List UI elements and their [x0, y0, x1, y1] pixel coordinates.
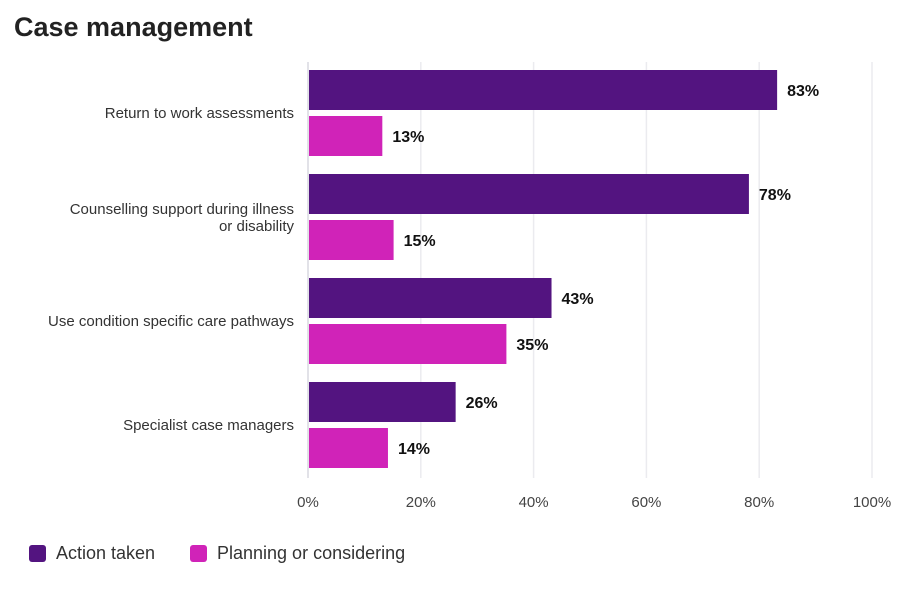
category-label: Specialist case managers: [123, 417, 294, 434]
x-tick-label: 60%: [631, 494, 661, 511]
legend-label: Action taken: [56, 543, 156, 563]
category-label: Return to work assessments: [105, 105, 294, 122]
legend-label: Planning or considering: [217, 543, 406, 563]
bar-planning: [309, 324, 507, 364]
bar-action-taken: [309, 278, 552, 318]
legend-swatch-planning: [190, 545, 207, 562]
x-tick-label: 20%: [406, 494, 436, 511]
category-label: Counselling support during illness or dis…: [70, 201, 295, 235]
x-tick-label: 100%: [853, 494, 891, 511]
x-tick-label: 0%: [297, 494, 319, 511]
data-label: 83%: [787, 83, 819, 100]
data-label: 78%: [759, 187, 791, 204]
chart-title: Case management: [14, 12, 253, 42]
legend-item-action-taken: Action taken: [29, 543, 155, 564]
bar-planning: [309, 428, 388, 468]
data-label: 15%: [404, 233, 436, 250]
data-label: 13%: [392, 129, 424, 146]
bar-action-taken: [309, 70, 778, 110]
legend-item-planning: Planning or considering: [190, 543, 405, 564]
x-tick-label: 80%: [744, 494, 774, 511]
bar-action-taken: [309, 174, 749, 214]
bar-planning: [309, 116, 383, 156]
data-label: 14%: [398, 441, 430, 458]
bar-action-taken: [309, 382, 456, 422]
x-tick-label: 40%: [519, 494, 549, 511]
legend-swatch-action-taken: [29, 545, 46, 562]
category-label: Use condition specific care pathways: [48, 313, 294, 330]
data-label: 26%: [466, 395, 498, 412]
bar-planning: [309, 220, 394, 260]
data-label: 43%: [562, 291, 594, 308]
data-label: 35%: [516, 337, 548, 354]
